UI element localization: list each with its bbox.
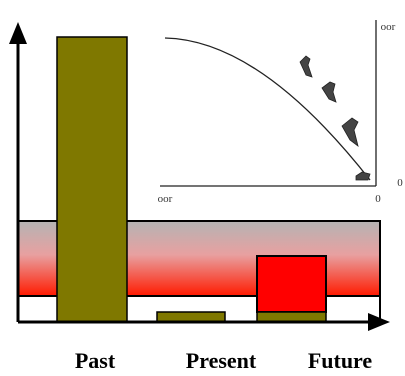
x-label: Future xyxy=(308,348,373,373)
bar-risk xyxy=(257,256,326,312)
inset-picture: oor oor 0 0 xyxy=(158,20,404,205)
inset-label: oor xyxy=(158,193,173,205)
x-label: Present xyxy=(186,348,257,373)
bar xyxy=(57,37,127,322)
x-label: Past xyxy=(75,348,116,373)
diagram: oor oor 0 0 Past Present Future xyxy=(0,0,405,376)
y-arrow xyxy=(9,22,27,44)
inset-label: 0 xyxy=(375,193,381,205)
inset-label: oor xyxy=(381,21,396,33)
inset-label: 0 xyxy=(397,177,403,189)
